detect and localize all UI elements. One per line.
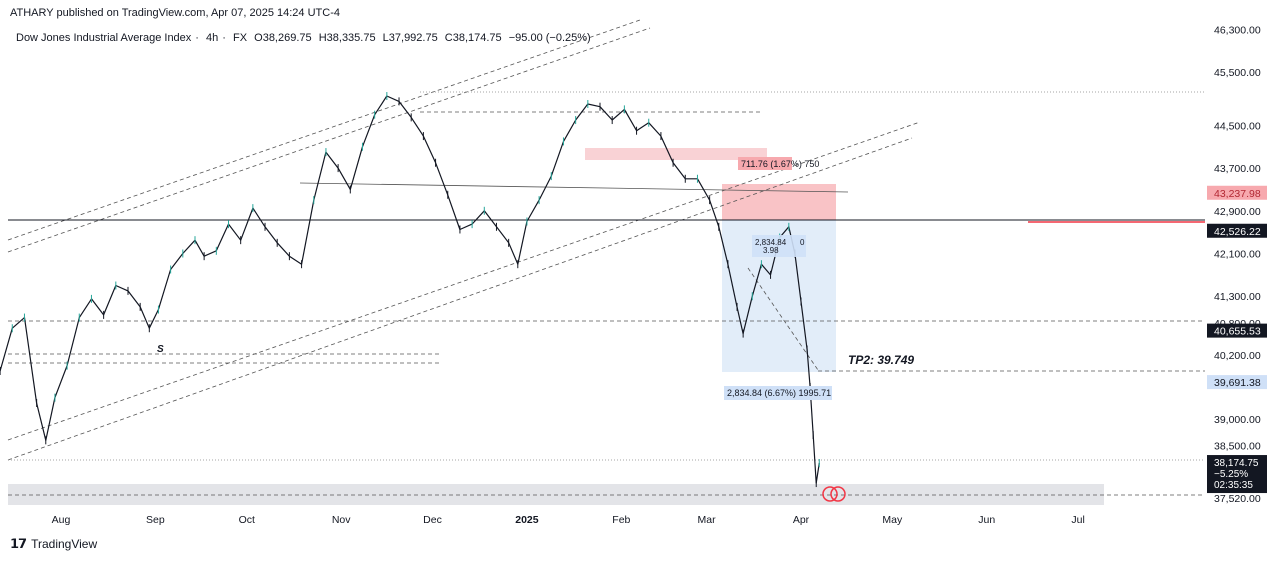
channel-upper-line-2: [7, 27, 651, 253]
current-price-text: −5.25%: [1214, 469, 1248, 480]
change-value: −95.00 (−0.25%): [508, 32, 591, 44]
symbol-info-bar: Dow Jones Industrial Average Index · 4h · …: [16, 32, 591, 44]
y-tick-label: 42,900.00: [1214, 206, 1261, 218]
price-tag-bg: [1207, 223, 1267, 238]
x-tick-label: Oct: [239, 514, 255, 526]
event-marker-icon[interactable]: [830, 486, 846, 502]
high-value: H38,335.75: [318, 32, 376, 44]
red-box-label: 711.76 (1.67%) 750: [741, 159, 819, 169]
small-box-bg: [752, 235, 806, 257]
channel-upper-line: [7, 19, 641, 241]
x-tick-label: May: [882, 514, 903, 526]
tradingview-logo-icon: 𝟭𝟳: [10, 536, 27, 551]
tradingview-footer: 𝟭𝟳 TradingView: [10, 536, 97, 552]
price-tag-bg: [1207, 323, 1267, 338]
y-tick-label: 41,300.00: [1214, 291, 1261, 303]
price-series-line[interactable]: [0, 95, 820, 484]
x-tick-label: Aug: [52, 514, 71, 526]
price-tag-label: 43,237.98: [1214, 188, 1261, 200]
x-tick-label: Mar: [698, 514, 717, 526]
blue-box-label: 2,834.84 (6.67%) 1995.71: [727, 388, 831, 398]
blue-box-label-bg: [724, 386, 832, 400]
x-tick-label: Jun: [978, 514, 995, 526]
footer-brand: TradingView: [31, 537, 98, 551]
y-tick-label: 42,100.00: [1214, 249, 1261, 261]
price-tag-label: 39,691.38: [1214, 377, 1261, 389]
small-box-label: 2,834.84: [755, 238, 787, 247]
channel-lower-line-2: [7, 137, 913, 461]
price-tag-bg: [1207, 375, 1267, 390]
x-tick-label: Sep: [146, 514, 165, 526]
current-price-text: 38,174.75: [1214, 458, 1259, 469]
red-zone-upper: [585, 148, 767, 160]
red-box-label-bg: [738, 157, 792, 170]
price-tag-label: 40,655.53: [1214, 326, 1261, 338]
y-tick-label: 37,520.00: [1214, 493, 1261, 505]
x-tick-label: Feb: [612, 514, 630, 526]
exchange-label: FX: [233, 32, 248, 44]
small-box-label-2: 3.98: [763, 246, 779, 255]
interval-label[interactable]: 4h: [206, 32, 219, 44]
close-value: C38,174.75: [444, 32, 502, 44]
price-tag-bg: [1207, 185, 1267, 200]
x-tick-label: Jul: [1071, 514, 1084, 526]
y-tick-label: 38,500.00: [1214, 441, 1261, 453]
y-tick-label: 46,300.00: [1214, 24, 1261, 36]
y-tick-label: 40,200.00: [1214, 350, 1261, 362]
open-value: O38,269.75: [254, 32, 312, 44]
x-tick-label: Dec: [423, 514, 442, 526]
event-marker-icon[interactable]: [822, 486, 838, 502]
low-value: L37,992.75: [382, 32, 438, 44]
s-label: S: [157, 344, 164, 355]
x-tick-label: Apr: [793, 514, 810, 526]
y-tick-label: 45,500.00: [1214, 67, 1261, 79]
y-tick-label: 44,500.00: [1214, 120, 1261, 132]
tp2-label: TP2: 39.749: [848, 353, 914, 367]
symbol-name[interactable]: Dow Jones Industrial Average Index: [16, 32, 192, 44]
current-price-text: 02:35:35: [1214, 480, 1253, 491]
y-tick-label: 39,000.00: [1214, 414, 1261, 426]
publisher-header: ATHARY published on TradingView.com, Apr…: [10, 7, 340, 19]
red-zone-box: [722, 184, 836, 220]
x-tick-label: Nov: [332, 514, 351, 526]
neckline: [299, 182, 849, 193]
small-box-label-suffix: 0: [800, 238, 805, 247]
bottom-zone-band: [8, 484, 1104, 505]
y-tick-label: 43,700.00: [1214, 163, 1261, 175]
current-price-bg: [1207, 455, 1267, 494]
price-tag-label: 42,526.22: [1214, 226, 1261, 238]
x-tick-label: 2025: [515, 514, 539, 526]
